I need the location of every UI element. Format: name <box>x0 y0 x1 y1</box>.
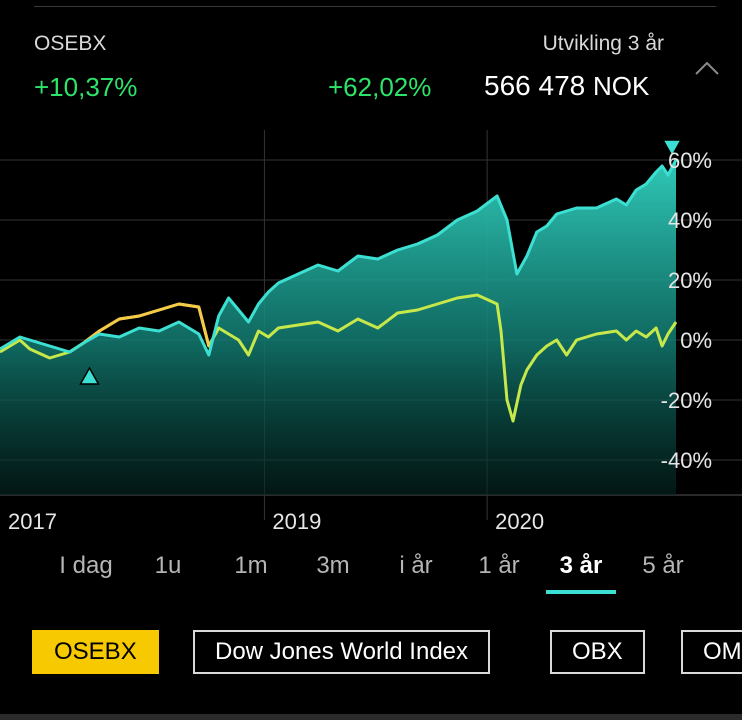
top-divider <box>34 6 716 7</box>
chip-dow-jones-world-index[interactable]: Dow Jones World Index <box>193 630 491 674</box>
chip-om[interactable]: OM <box>681 630 742 674</box>
x-tick-label: 2017 <box>8 509 57 534</box>
y-tick-label: 20% <box>668 268 712 293</box>
y-tick-label: 0% <box>680 328 712 353</box>
portfolio-value: 566 478 NOK <box>484 70 649 102</box>
range-ytd[interactable]: i år <box>399 552 433 579</box>
time-range-selector: I dag 1u 1m 3m i år 1 år 3 år 5 år <box>0 548 742 598</box>
range-1-week[interactable]: 1u <box>154 552 182 579</box>
x-tick-label: 2019 <box>272 509 321 534</box>
x-tick-label: 2020 <box>495 509 544 534</box>
index-name: OSEBX <box>34 32 107 55</box>
portfolio-value-currency: NOK <box>593 71 650 101</box>
index-change: +10,37% <box>34 72 138 102</box>
y-tick-label: 40% <box>668 208 712 233</box>
bottom-divider <box>0 714 742 720</box>
portfolio-change: +62,02% <box>328 72 432 102</box>
chevron-up-icon[interactable] <box>694 60 720 76</box>
low-point-marker <box>79 366 100 385</box>
range-3-years[interactable]: 3 år <box>559 552 603 579</box>
range-1-year[interactable]: 1 år <box>478 552 520 579</box>
active-range-indicator <box>546 590 616 594</box>
range-1-month[interactable]: 1m <box>234 552 268 579</box>
chip-obx[interactable]: OBX <box>550 630 645 674</box>
range-3-months[interactable]: 3m <box>316 552 350 579</box>
high-point-marker <box>661 139 683 158</box>
range-today[interactable]: I dag <box>59 552 113 579</box>
y-tick-label: -20% <box>661 388 712 413</box>
portfolio-area <box>0 160 676 495</box>
y-tick-label: -40% <box>661 448 712 473</box>
chip-osebx[interactable]: OSEBX <box>32 630 159 674</box>
y-tick-label: 60% <box>668 148 712 173</box>
range-5-years[interactable]: 5 år <box>642 552 684 579</box>
performance-chart: 60% 40% 20% 0% -20% -40% 2017 2019 2020 <box>0 130 742 534</box>
development-period-label: Utvikling 3 år <box>542 32 664 55</box>
portfolio-value-amount: 566 478 <box>484 70 586 101</box>
portfolio-line <box>0 159 678 357</box>
benchmark-chips: OSEBX Dow Jones World Index OBX OM <box>0 630 742 678</box>
